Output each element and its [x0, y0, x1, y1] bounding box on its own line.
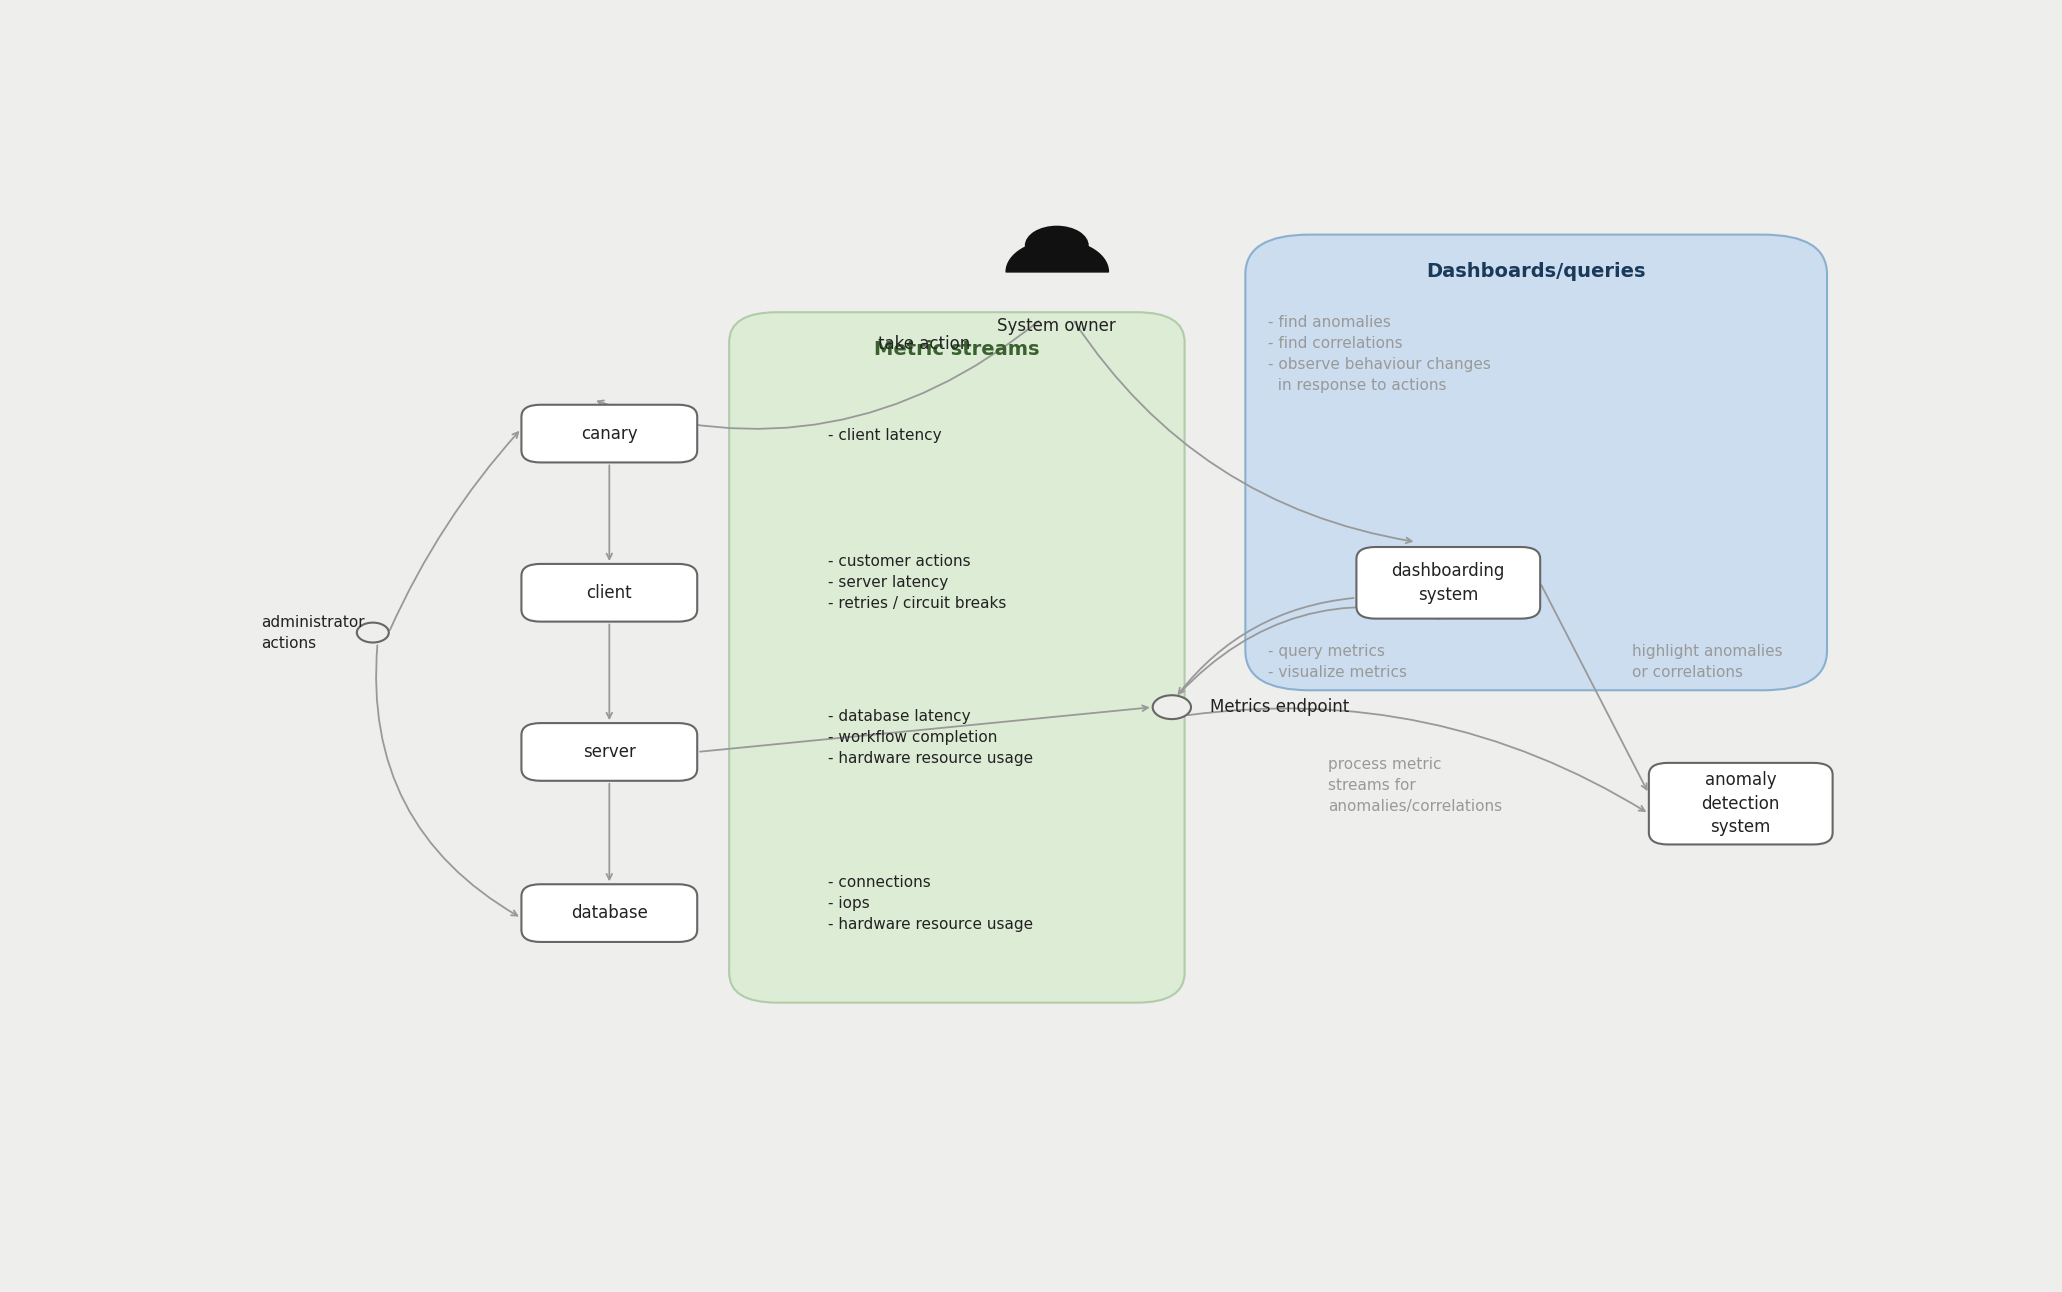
Text: Metrics endpoint: Metrics endpoint — [1210, 698, 1349, 716]
FancyBboxPatch shape — [1650, 762, 1833, 845]
FancyBboxPatch shape — [730, 313, 1186, 1003]
Circle shape — [1025, 226, 1089, 265]
Text: take action: take action — [878, 335, 969, 353]
Text: administrator
actions: administrator actions — [262, 615, 365, 651]
Text: client: client — [586, 584, 633, 602]
FancyBboxPatch shape — [522, 724, 697, 780]
Text: - connections
- iops
- hardware resource usage: - connections - iops - hardware resource… — [829, 875, 1033, 932]
Text: - find anomalies
- find correlations
- observe behaviour changes
  in response t: - find anomalies - find correlations - o… — [1268, 315, 1491, 393]
Text: Dashboards/queries: Dashboards/queries — [1427, 262, 1645, 282]
Text: Metric streams: Metric streams — [874, 340, 1039, 359]
FancyBboxPatch shape — [1245, 235, 1827, 690]
Text: anomaly
detection
system: anomaly detection system — [1701, 771, 1780, 836]
Circle shape — [1153, 695, 1192, 720]
Text: process metric
streams for
anomalies/correlations: process metric streams for anomalies/cor… — [1328, 757, 1503, 814]
Text: - client latency: - client latency — [829, 428, 942, 443]
FancyBboxPatch shape — [522, 404, 697, 463]
Text: - database latency
- workflow completion
- hardware resource usage: - database latency - workflow completion… — [829, 708, 1033, 766]
Text: - customer actions
- server latency
- retries / circuit breaks: - customer actions - server latency - re… — [829, 554, 1006, 611]
FancyBboxPatch shape — [522, 563, 697, 621]
Text: - query metrics
- visualize metrics: - query metrics - visualize metrics — [1268, 645, 1406, 681]
FancyBboxPatch shape — [1357, 547, 1540, 619]
Text: System owner: System owner — [998, 318, 1116, 335]
Text: canary: canary — [581, 425, 637, 443]
Text: database: database — [571, 904, 647, 922]
FancyBboxPatch shape — [522, 884, 697, 942]
Text: server: server — [584, 743, 635, 761]
Text: highlight anomalies
or correlations: highlight anomalies or correlations — [1633, 645, 1784, 681]
Circle shape — [357, 623, 390, 642]
Text: dashboarding
system: dashboarding system — [1392, 562, 1505, 603]
